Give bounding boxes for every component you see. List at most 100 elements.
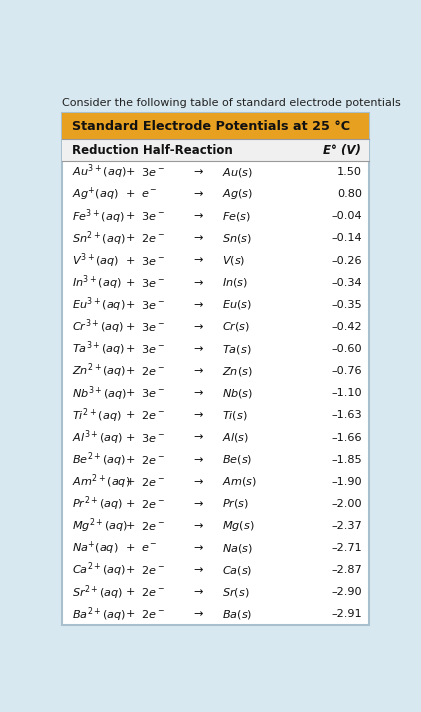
Text: $Pr(s)$: $Pr(s)$	[222, 498, 249, 511]
Text: $Cr^{3+}(aq)$: $Cr^{3+}(aq)$	[72, 318, 124, 336]
Text: →: →	[193, 256, 203, 266]
FancyBboxPatch shape	[62, 139, 369, 161]
Text: $Ta^{3+}(aq)$: $Ta^{3+}(aq)$	[72, 340, 125, 358]
Text: →: →	[193, 366, 203, 376]
Text: $Mg(s)$: $Mg(s)$	[222, 519, 255, 533]
Text: Consider the following table of standard electrode potentials: Consider the following table of standard…	[62, 98, 401, 108]
Text: →: →	[193, 432, 203, 442]
Text: $Am(s)$: $Am(s)$	[222, 475, 257, 488]
Text: $2e^-$: $2e^-$	[141, 520, 165, 532]
Text: –0.76: –0.76	[331, 366, 362, 376]
Text: $2e^-$: $2e^-$	[141, 498, 165, 510]
Text: +: +	[126, 366, 136, 376]
Text: →: →	[193, 410, 203, 420]
Text: –2.87: –2.87	[331, 565, 362, 575]
Text: +: +	[126, 587, 136, 597]
Text: +: +	[126, 477, 136, 487]
Text: –1.66: –1.66	[331, 432, 362, 442]
Text: $Ta(s)$: $Ta(s)$	[222, 342, 252, 355]
Text: $V(s)$: $V(s)$	[222, 254, 246, 267]
Text: –0.34: –0.34	[331, 278, 362, 288]
Text: →: →	[193, 344, 203, 354]
Text: →: →	[193, 234, 203, 244]
Text: +: +	[126, 278, 136, 288]
Text: Reduction Half-Reaction: Reduction Half-Reaction	[72, 144, 233, 157]
Text: →: →	[193, 167, 203, 177]
Text: $Ag^{+}(aq)$: $Ag^{+}(aq)$	[72, 186, 119, 203]
FancyBboxPatch shape	[62, 113, 369, 625]
Text: –1.63: –1.63	[331, 410, 362, 420]
Text: →: →	[193, 587, 203, 597]
Text: Standard Electrode Potentials at 25 °C: Standard Electrode Potentials at 25 °C	[72, 120, 350, 132]
Text: –0.60: –0.60	[331, 344, 362, 354]
Text: →: →	[193, 189, 203, 199]
Text: $Cr(s)$: $Cr(s)$	[222, 320, 250, 333]
Text: $Au^{3+}(aq)$: $Au^{3+}(aq)$	[72, 163, 127, 182]
Text: 0.80: 0.80	[337, 189, 362, 199]
Text: +: +	[126, 234, 136, 244]
Text: 1.50: 1.50	[337, 167, 362, 177]
Text: $3e^-$: $3e^-$	[141, 210, 165, 222]
Text: →: →	[193, 322, 203, 332]
Text: $Al(s)$: $Al(s)$	[222, 431, 249, 444]
Text: $Sr^{2+}(aq)$: $Sr^{2+}(aq)$	[72, 583, 123, 602]
Text: $Ca^{2+}(aq)$: $Ca^{2+}(aq)$	[72, 561, 126, 580]
Text: +: +	[126, 455, 136, 465]
Text: $3e^-$: $3e^-$	[141, 321, 165, 333]
Text: +: +	[126, 410, 136, 420]
Text: →: →	[193, 300, 203, 310]
Text: $3e^-$: $3e^-$	[141, 255, 165, 266]
Text: +: +	[126, 609, 136, 619]
Text: –1.85: –1.85	[331, 455, 362, 465]
Text: $In^{3+}(aq)$: $In^{3+}(aq)$	[72, 273, 122, 292]
Text: $2e^-$: $2e^-$	[141, 564, 165, 576]
Text: $3e^-$: $3e^-$	[141, 166, 165, 178]
Text: $2e^-$: $2e^-$	[141, 608, 165, 620]
Text: +: +	[126, 189, 136, 199]
Text: –2.71: –2.71	[331, 543, 362, 553]
Text: $Sr(s)$: $Sr(s)$	[222, 586, 250, 599]
Text: $Eu(s)$: $Eu(s)$	[222, 298, 252, 311]
Text: $Am^{2+}(aq)$: $Am^{2+}(aq)$	[72, 473, 131, 491]
Text: $Ag(s)$: $Ag(s)$	[222, 187, 253, 201]
Text: $e^-$: $e^-$	[141, 543, 157, 554]
Text: $2e^-$: $2e^-$	[141, 365, 165, 377]
Text: →: →	[193, 477, 203, 487]
Text: →: →	[193, 388, 203, 398]
Text: $Ca(s)$: $Ca(s)$	[222, 564, 253, 577]
Text: –0.35: –0.35	[331, 300, 362, 310]
Text: $Na^{+}(aq)$: $Na^{+}(aq)$	[72, 540, 119, 557]
Text: +: +	[126, 256, 136, 266]
Text: +: +	[126, 211, 136, 221]
Text: +: +	[126, 388, 136, 398]
Text: $3e^-$: $3e^-$	[141, 277, 165, 288]
Text: $Nb^{3+}(aq)$: $Nb^{3+}(aq)$	[72, 384, 128, 402]
Text: →: →	[193, 211, 203, 221]
Text: $Ti^{2+}(aq)$: $Ti^{2+}(aq)$	[72, 406, 122, 424]
Text: –2.00: –2.00	[331, 499, 362, 509]
Text: →: →	[193, 499, 203, 509]
Text: $3e^-$: $3e^-$	[141, 387, 165, 399]
Text: –2.90: –2.90	[331, 587, 362, 597]
Text: E° (V): E° (V)	[323, 144, 361, 157]
Text: –2.37: –2.37	[331, 521, 362, 531]
Text: +: +	[126, 543, 136, 553]
Text: –1.90: –1.90	[331, 477, 362, 487]
Text: $2e^-$: $2e^-$	[141, 476, 165, 488]
Text: $Ba^{2+}(aq)$: $Ba^{2+}(aq)$	[72, 605, 126, 624]
Text: +: +	[126, 521, 136, 531]
Text: –0.14: –0.14	[331, 234, 362, 244]
Text: +: +	[126, 432, 136, 442]
Text: $In(s)$: $In(s)$	[222, 276, 248, 289]
Text: +: +	[126, 167, 136, 177]
Text: $Na(s)$: $Na(s)$	[222, 542, 253, 555]
Text: $Pr^{2+}(aq)$: $Pr^{2+}(aq)$	[72, 495, 123, 513]
Text: $Al^{3+}(aq)$: $Al^{3+}(aq)$	[72, 428, 123, 447]
Text: $Sn(s)$: $Sn(s)$	[222, 232, 252, 245]
Text: →: →	[193, 278, 203, 288]
Text: $Zn(s)$: $Zn(s)$	[222, 365, 253, 377]
Text: –2.91: –2.91	[331, 609, 362, 619]
Text: $Sn^{2+}(aq)$: $Sn^{2+}(aq)$	[72, 229, 126, 248]
Text: $Nb(s)$: $Nb(s)$	[222, 387, 253, 399]
Text: $3e^-$: $3e^-$	[141, 431, 165, 444]
